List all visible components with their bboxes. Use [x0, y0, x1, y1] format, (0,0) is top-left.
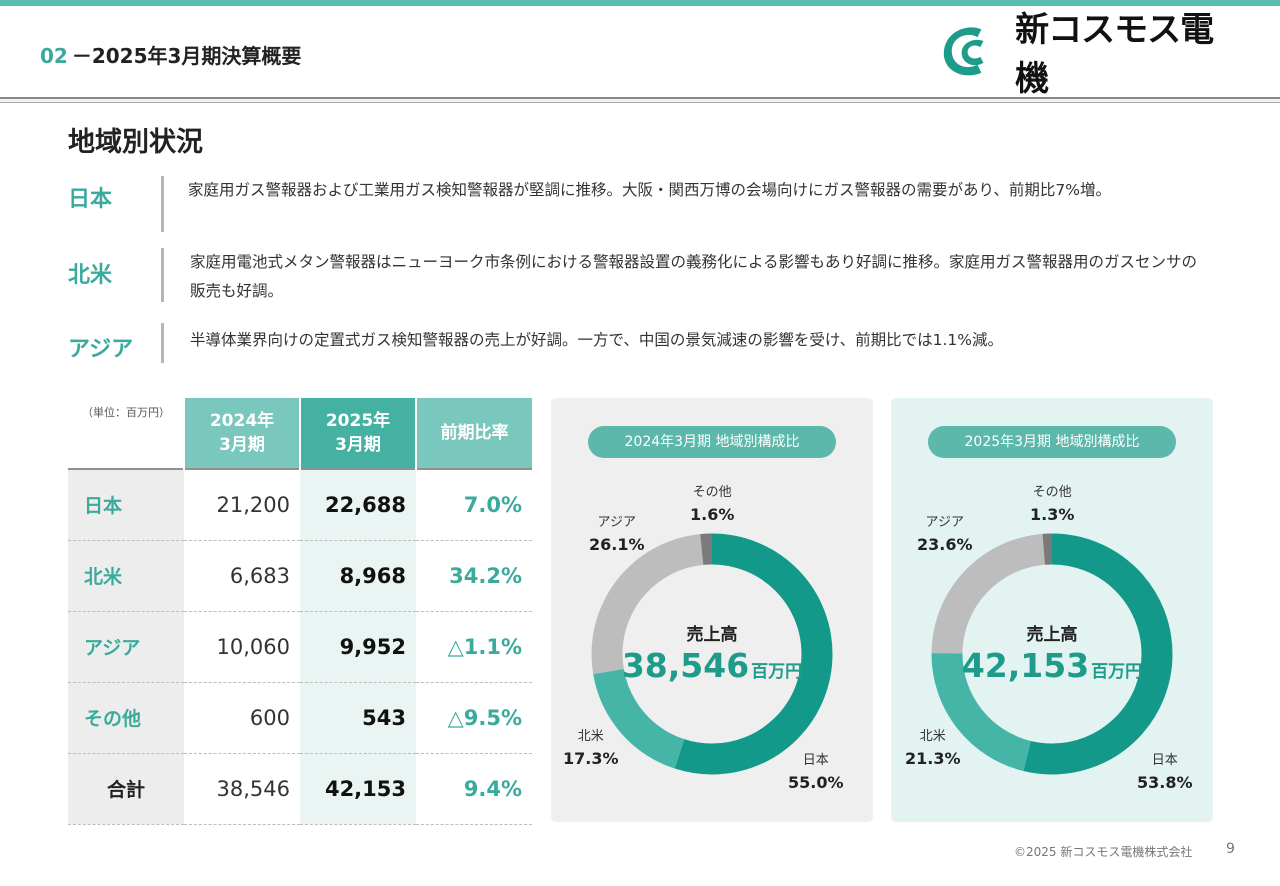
label-other: その他 1.3%: [1030, 485, 1075, 524]
chart-title: 2025年3月期 地域別構成比: [928, 426, 1176, 458]
center-value: 38,546 百万円: [621, 646, 803, 685]
value-rate: 9.4%: [416, 753, 532, 825]
donut-chart-2024: [591, 533, 833, 775]
logo-text: 新コスモス電機: [1015, 10, 1214, 99]
unit-label: （単位：百万円）: [82, 406, 170, 419]
value-2024: 600: [184, 682, 300, 754]
value-2024: 6,683: [184, 540, 300, 612]
section-title: 地域別状況: [68, 127, 203, 158]
label-asia: アジア 26.1%: [589, 515, 645, 554]
slice-other: [591, 533, 833, 775]
header-2024: 2024年 3月期: [183, 398, 300, 469]
chart-panel-2024: 2024年3月期 地域別構成比 売上高 38,546 百万円 日本 55.0% 北米…: [551, 398, 873, 822]
row-label: 北米: [68, 540, 184, 612]
value-2024: 21,200: [184, 468, 300, 541]
table-row: アジア 10,060 9,952 △1.1%: [68, 611, 532, 683]
region-description: 半導体業界向けの定置式ガス検知警報器の売上が好調。一方で、中国の景気減速の影響を…: [190, 331, 1003, 349]
slice-other: [931, 533, 1173, 775]
header-title: －2025年3月期決算概要: [71, 44, 302, 68]
table-row-total: 合計 38,546 42,153 9.4%: [68, 753, 532, 825]
sales-table: 2024年 3月期 2025年 3月期 前期比率 日本 21,200 22,68…: [68, 398, 532, 825]
region-description: 家庭用電池式メタン警報器はニューヨーク市条例における警報器設置の義務化による影響…: [190, 253, 1198, 300]
label-north-america: 北米 21.3%: [905, 729, 961, 768]
label-japan: 日本 55.0%: [788, 753, 844, 792]
header-2025: 2025年 3月期: [299, 398, 416, 469]
chart-title: 2024年3月期 地域別構成比: [588, 426, 836, 458]
region-description: 家庭用ガス警報器および工業用ガス検知警報器が堅調に推移。大阪・関西万博の会場向け…: [188, 181, 1111, 199]
label-north-america: 北米 17.3%: [563, 729, 619, 768]
region-north-america: 北米 家庭用電池式メタン警報器はニューヨーク市条例における警報器設置の義務化によ…: [68, 248, 1208, 306]
row-label: 日本: [68, 468, 184, 541]
row-label: その他: [68, 682, 184, 754]
region-name: 北米: [68, 263, 113, 288]
region-divider: [161, 323, 164, 363]
table-row: その他 600 543 △9.5%: [68, 682, 532, 754]
copyright: ©2025 新コスモス電機株式会社: [1014, 845, 1193, 859]
company-logo: 新コスモス電機: [938, 10, 1243, 99]
donut-chart-2025: [931, 533, 1173, 775]
cosmos-logo-icon: [943, 27, 984, 76]
header-divider: [0, 97, 1280, 103]
region-divider: [161, 248, 164, 302]
chart-panel-2025: 2025年3月期 地域別構成比 売上高 42,153 百万円 日本 53.8% 北米…: [891, 398, 1213, 822]
value-rate: △9.5%: [416, 682, 532, 754]
value-2025: 9,952: [300, 611, 416, 683]
header-number: 02: [40, 44, 68, 68]
value-rate: 34.2%: [416, 540, 532, 612]
slice-asia: [591, 533, 833, 775]
region-divider: [161, 176, 164, 232]
value-2025: 22,688: [300, 468, 416, 541]
value-rate: △1.1%: [416, 611, 532, 683]
row-label: アジア: [68, 611, 184, 683]
value-2025: 8,968: [300, 540, 416, 612]
center-title: 売上高: [686, 625, 738, 645]
table-corner: [68, 398, 184, 469]
value-2025: 543: [300, 682, 416, 754]
region-name: 日本: [68, 187, 113, 212]
region-japan: 日本 家庭用ガス警報器および工業用ガス検知警報器が堅調に推移。大阪・関西万博の会…: [68, 176, 1208, 234]
value-2024: 38,546: [184, 753, 300, 825]
center-title: 売上高: [1026, 625, 1078, 645]
label-other: その他 1.6%: [690, 485, 735, 524]
value-rate: 7.0%: [416, 468, 532, 541]
header-rate: 前期比率: [415, 398, 532, 469]
value-2024: 10,060: [184, 611, 300, 683]
value-2025: 42,153: [300, 753, 416, 825]
region-name: アジア: [68, 337, 134, 362]
page-number: 9: [1226, 841, 1235, 857]
page-header: 02 －2025年3月期決算概要: [40, 40, 301, 69]
center-value: 42,153 百万円: [961, 646, 1143, 685]
table-row: 北米 6,683 8,968 34.2%: [68, 540, 532, 612]
region-asia: アジア 半導体業界向けの定置式ガス検知警報器の売上が好調。一方で、中国の景気減速…: [68, 323, 1208, 363]
label-asia: アジア 23.6%: [917, 515, 973, 554]
top-accent-bar: [0, 0, 1280, 6]
table-row: 日本 21,200 22,688 7.0%: [68, 468, 532, 541]
label-japan: 日本 53.8%: [1137, 753, 1193, 792]
slice-north-america: [931, 533, 1173, 775]
row-label: 合計: [68, 753, 184, 825]
